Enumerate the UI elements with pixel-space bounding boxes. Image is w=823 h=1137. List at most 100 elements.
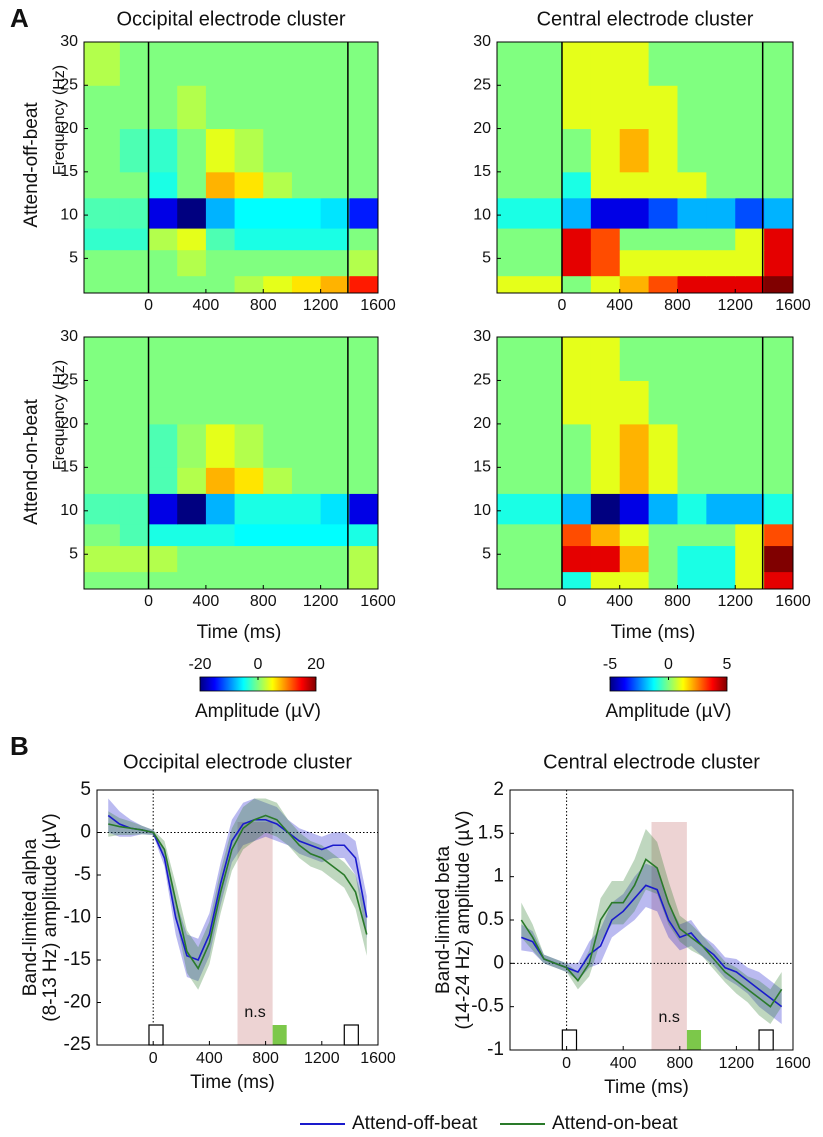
heatmap-cell: [119, 128, 150, 173]
heatmap-cell: [648, 171, 678, 199]
heatmap-cell: [177, 337, 207, 381]
heatmap-cell: [119, 571, 150, 590]
heatmap-cell: [706, 493, 736, 525]
heatmap-cell: [148, 467, 178, 494]
heatmap-cell: [148, 493, 178, 525]
heatmap-cell: [291, 85, 322, 130]
stimulus-box: [148, 1024, 164, 1046]
y-tick-label: 30: [60, 33, 78, 50]
heatmap-cell: [533, 571, 563, 590]
stimulus-box: [561, 1029, 578, 1051]
heatmap-cell: [291, 128, 322, 173]
heatmap-cell: [291, 380, 322, 425]
heatmap-cell: [497, 493, 534, 525]
heatmap-cell: [205, 85, 236, 130]
y-axis-label: (14-24 Hz) amplitude (µV): [453, 811, 474, 1030]
heatmap-cell: [648, 42, 678, 86]
heatmap-cell: [320, 337, 350, 381]
heatmap-cell: [706, 171, 736, 199]
x-tick-label: 400: [196, 1050, 223, 1067]
heatmap-cell: [291, 545, 322, 573]
heatmap-cell: [320, 571, 350, 590]
heatmap-cell: [590, 85, 621, 130]
heatmap-cell: [533, 423, 563, 468]
heatmap-cell: [177, 42, 207, 86]
plot-frame: [83, 41, 379, 294]
heatmap-cell: [590, 275, 621, 294]
heatmap-cell: [234, 545, 264, 573]
heatmap-cell: [677, 197, 707, 229]
y-tick-label: 15: [60, 163, 78, 180]
heatmap-cell: [590, 467, 621, 494]
heatmap-cell: [648, 275, 678, 294]
heatmap-cell: [706, 197, 736, 229]
heatmap-cell: [119, 467, 150, 494]
heatmap-cell: [320, 42, 350, 86]
y-tick-label: -1: [487, 1039, 504, 1060]
heatmap-cell: [706, 380, 736, 425]
heatmap-cell: [764, 337, 794, 381]
heatmap-cell: [735, 423, 765, 468]
heatmap-cell: [349, 571, 379, 590]
heatmap-cell: [205, 171, 236, 199]
x-tick-label: 1200: [303, 297, 339, 314]
heatmap-cell: [349, 171, 379, 199]
heatmap-cell: [561, 545, 592, 573]
heatmap-cell: [706, 337, 736, 381]
heatmap-cell: [735, 545, 765, 573]
heatmap-cell: [205, 197, 236, 229]
heatmap-cell: [706, 545, 736, 573]
heatmap-cell: [263, 493, 293, 525]
x-tick-label: 400: [606, 297, 633, 314]
heatmap-cell: [177, 228, 207, 251]
heatmap-cell: [533, 171, 563, 199]
series-line: [108, 814, 368, 971]
significance-label: n.s: [244, 1004, 265, 1021]
heatmap-cell: [205, 423, 236, 468]
heatmap-cell: [205, 42, 236, 86]
heatmap-cell: [234, 493, 264, 525]
heatmap-cell: [263, 85, 293, 130]
heatmap-cell: [148, 571, 178, 590]
heatmap-cell: [764, 380, 794, 425]
heatmap-cell: [648, 228, 678, 251]
x-tick-label: 1200: [303, 593, 339, 610]
heatmap-cell: [148, 171, 178, 199]
heatmap-cell: [177, 171, 207, 199]
heatmap-cell: [648, 423, 678, 468]
heatmap-cell: [234, 337, 264, 381]
heatmap-cell: [677, 171, 707, 199]
chart-title: Central electrode cluster: [537, 8, 754, 30]
x-tick-label: 800: [666, 1055, 693, 1072]
y-tick-label: 20: [60, 120, 78, 137]
y-tick-label: -25: [64, 1034, 91, 1055]
heatmap-cell: [677, 42, 707, 86]
y-tick-label: 2: [493, 779, 504, 800]
heatmap-cell: [234, 128, 264, 173]
y-tick-label: 5: [482, 250, 491, 267]
heatmap-cell: [84, 467, 121, 494]
heatmap-cell: [619, 197, 650, 229]
heatmap-cell: [648, 197, 678, 229]
heatmap-cell: [619, 423, 650, 468]
heatmap-cell: [706, 128, 736, 173]
heatmap-cell: [561, 523, 592, 547]
heatmap-cell: [349, 128, 379, 173]
heatmap-cell: [764, 275, 794, 294]
heatmap-cell: [619, 85, 650, 130]
x-tick-label: 0: [558, 593, 567, 610]
heatmap-cell: [533, 249, 563, 277]
heatmap-cell: [764, 571, 794, 590]
heatmap-cell: [205, 228, 236, 251]
heatmap-cell: [561, 42, 592, 86]
heatmap-cell: [561, 337, 592, 381]
heatmap-cell: [735, 249, 765, 277]
heatmap-cell: [764, 228, 794, 251]
heatmap-cell: [561, 228, 592, 251]
heatmap-cell: [561, 380, 592, 425]
heatmap-cell: [320, 275, 350, 294]
x-tick-label: 1600: [775, 297, 811, 314]
y-axis-label: Band-limited beta: [433, 846, 454, 994]
y-tick-label: 25: [473, 76, 491, 93]
heatmap-cell: [84, 493, 121, 525]
